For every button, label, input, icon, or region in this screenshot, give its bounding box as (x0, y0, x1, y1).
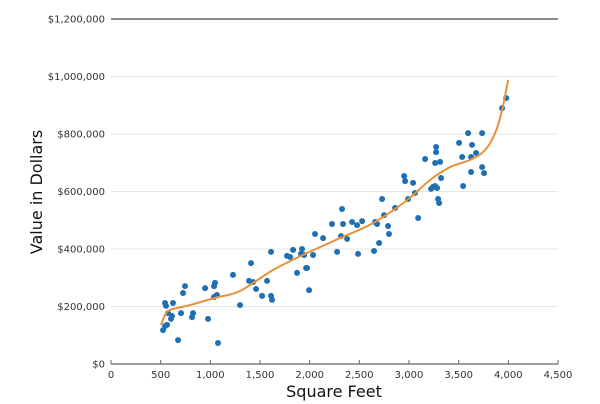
data-point (248, 260, 255, 267)
y-tick-label: $1,200,000 (48, 15, 105, 26)
data-point (355, 250, 362, 257)
x-tick-label: 0 (108, 370, 114, 381)
data-point (182, 283, 189, 290)
data-point (287, 254, 294, 261)
y-tick-label: $0 (92, 360, 105, 371)
data-points (160, 95, 510, 347)
data-point (410, 179, 417, 186)
data-point (379, 195, 386, 202)
data-point (312, 231, 319, 238)
data-point (479, 130, 486, 137)
x-tick-label: 500 (151, 370, 170, 381)
y-tick-label: $800,000 (57, 130, 105, 141)
y-gridlines (111, 18, 558, 307)
data-point (329, 220, 336, 227)
y-tick-label: $200,000 (57, 302, 105, 313)
data-point (175, 337, 182, 344)
data-point (354, 222, 361, 229)
data-point (481, 170, 488, 177)
data-point (433, 149, 440, 156)
data-point (433, 143, 440, 150)
data-point (432, 160, 439, 167)
data-point (385, 223, 392, 229)
trend-line (160, 79, 510, 326)
x-tick-label: 4,500 (544, 370, 573, 381)
data-point (473, 149, 480, 156)
data-point (290, 246, 297, 253)
data-point (422, 156, 429, 163)
data-point (178, 310, 185, 317)
data-point (339, 206, 346, 213)
data-point (253, 285, 260, 292)
data-point (438, 174, 445, 181)
data-point (469, 141, 476, 148)
data-point (268, 248, 275, 255)
data-point (269, 296, 276, 303)
y-axis-title: Value in Dollars (27, 130, 46, 254)
data-point (180, 289, 187, 296)
data-point (401, 172, 408, 179)
data-point (306, 287, 313, 294)
data-point (459, 154, 466, 160)
data-point (294, 269, 301, 276)
data-point (189, 314, 196, 321)
data-point (163, 302, 170, 309)
data-point (202, 285, 209, 292)
data-point (386, 231, 393, 238)
y-tick-label: $400,000 (57, 245, 105, 256)
data-point (167, 315, 174, 322)
x-axis-title: Square Feet (286, 382, 382, 401)
y-tick-label: $1,000,000 (48, 72, 105, 83)
y-axis-tick-labels: $0 $200,000 $400,000 $600,000 $800,000 $1,000… (48, 15, 105, 371)
data-point (468, 168, 475, 175)
data-point (436, 200, 443, 206)
x-tick-label: 2,000 (295, 370, 324, 381)
x-tick-label: 1,000 (196, 370, 225, 381)
data-point (304, 264, 311, 271)
data-point (160, 327, 167, 334)
data-point (320, 235, 327, 242)
data-point (259, 292, 266, 299)
data-point (229, 271, 236, 278)
data-point (214, 340, 221, 347)
data-point (212, 279, 219, 286)
data-point (340, 220, 347, 227)
data-point (237, 302, 244, 309)
data-point (371, 248, 378, 255)
data-point (434, 185, 441, 192)
x-axis: 0 500 1,000 1,500 2,000 2,500 3,000 3,500 4,000 4… (108, 360, 573, 381)
x-tick-label: 4,000 (494, 370, 523, 381)
data-point (349, 218, 356, 225)
data-point (359, 218, 366, 225)
data-point (299, 246, 306, 252)
x-tick-label: 3,000 (395, 370, 424, 381)
data-point (402, 178, 409, 185)
data-point (205, 315, 212, 322)
data-point (344, 235, 351, 242)
data-point (164, 321, 171, 328)
data-point (310, 252, 317, 259)
data-point (169, 300, 176, 307)
data-point (334, 248, 341, 255)
x-tick-label: 3,500 (444, 370, 473, 381)
data-point (465, 130, 472, 137)
x-tick-label: 1,500 (246, 370, 275, 381)
data-point (437, 158, 444, 165)
data-point (456, 139, 463, 146)
y-tick-label: $600,000 (57, 187, 105, 198)
data-point (376, 239, 383, 246)
data-point (415, 214, 422, 221)
x-tick-label: 2,500 (345, 370, 374, 381)
data-point (460, 183, 467, 190)
data-point (264, 277, 271, 284)
data-point (479, 164, 486, 171)
